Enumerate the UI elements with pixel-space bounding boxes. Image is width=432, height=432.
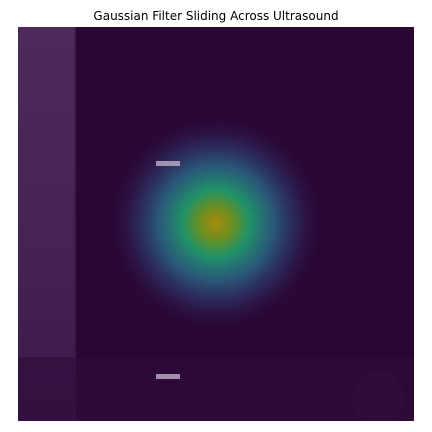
gaussian-filter-glow xyxy=(104,111,328,335)
image-panel xyxy=(18,27,414,421)
left-strip xyxy=(18,27,76,421)
marker-top xyxy=(156,161,180,166)
chart-title: Gaussian Filter Sliding Across Ultrasoun… xyxy=(93,9,339,23)
ultrasound-heatmap xyxy=(18,27,414,421)
marker-bottom xyxy=(156,374,180,379)
bottom-texture xyxy=(18,357,414,421)
left-strip-edge xyxy=(74,27,76,421)
speckle-blob xyxy=(352,371,404,421)
